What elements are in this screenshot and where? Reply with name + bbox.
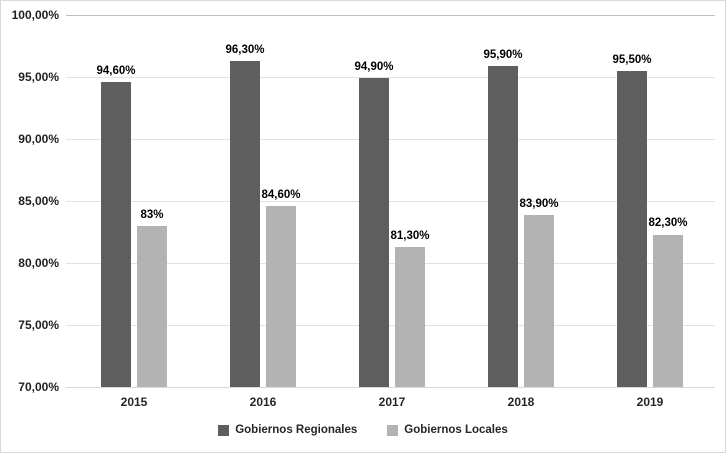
bar-data-label: 94,60%: [96, 64, 136, 77]
gridline: [66, 15, 715, 16]
bar-data-label: 94,90%: [354, 61, 394, 74]
legend-item-regionales: Gobiernos Regionales: [218, 424, 357, 437]
y-axis-tick-label: 100,00%: [11, 8, 59, 22]
bar-regionales-2015: [101, 82, 131, 387]
bar-data-label: 83%: [140, 208, 164, 221]
gridline: [66, 263, 715, 264]
gridline: [66, 387, 715, 388]
y-axis-tick-label: 90,00%: [18, 132, 59, 146]
bar-data-label: 82,30%: [648, 217, 688, 230]
bar-regionales-2018: [488, 65, 518, 387]
y-axis-tick-label: 70,00%: [18, 380, 59, 394]
bar-regionales-2019: [617, 70, 647, 387]
bar-regionales-2017: [359, 78, 389, 387]
gridline: [66, 201, 715, 202]
legend: Gobiernos Regionales Gobiernos Locales: [1, 424, 725, 437]
bar-locales-2015: [137, 225, 167, 387]
x-axis-category-label: 2017: [378, 395, 406, 409]
legend-label: Gobiernos Locales: [404, 424, 508, 436]
x-axis-category-label: 2018: [507, 395, 535, 409]
bar-data-label: 95,90%: [483, 48, 523, 61]
bar-data-label: 84,60%: [261, 188, 301, 201]
legend-item-locales: Gobiernos Locales: [387, 424, 508, 437]
legend-label: Gobiernos Regionales: [235, 424, 358, 436]
y-axis-tick-label: 75,00%: [18, 318, 59, 332]
bar-data-label: 95,50%: [612, 53, 652, 66]
y-axis-tick-label: 80,00%: [18, 256, 59, 270]
x-axis-category-label: 2015: [120, 395, 148, 409]
y-axis-tick-label: 95,00%: [18, 70, 59, 84]
gridline: [66, 77, 715, 78]
legend-swatch-icon: [218, 425, 230, 436]
y-axis-tick-label: 85,00%: [18, 194, 59, 208]
x-axis-category-label: 2016: [249, 395, 277, 409]
gridline: [66, 139, 715, 140]
bar-locales-2018: [524, 214, 554, 387]
gridline: [66, 325, 715, 326]
bar-data-label: 83,90%: [519, 197, 559, 210]
plot-area: 94,60% 83% 96,30% 84,60% 94,90% 81,30% 95,90% 8…: [66, 15, 715, 388]
bar-data-label: 81,30%: [390, 229, 430, 242]
legend-swatch-icon: [387, 425, 399, 436]
x-axis-category-label: 2019: [636, 395, 664, 409]
bar-data-label: 96,30%: [225, 43, 265, 56]
bar-regionales-2016: [230, 60, 260, 387]
bar-locales-2017: [395, 246, 425, 387]
bar-locales-2019: [653, 234, 683, 387]
bar-locales-2016: [266, 206, 296, 387]
